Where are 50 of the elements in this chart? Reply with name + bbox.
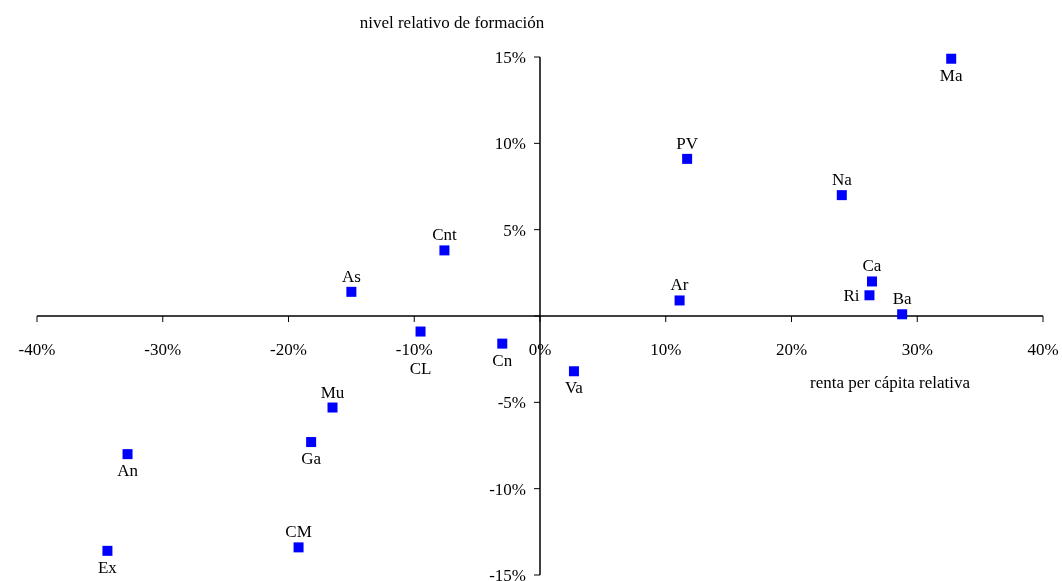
data-label: Cnt	[432, 225, 457, 245]
y-tick-label: -10%	[489, 479, 526, 499]
x-tick-label: -30%	[144, 340, 182, 359]
point	[836, 190, 847, 201]
data-label: Ga	[301, 449, 322, 469]
y-tick-label: -5%	[497, 393, 526, 413]
point	[866, 276, 877, 287]
point	[897, 309, 908, 320]
point	[682, 153, 693, 164]
data-label: Ba	[892, 289, 913, 309]
y-tick-label: 10%	[494, 134, 526, 154]
x-tick-label: -40%	[18, 340, 56, 359]
data-label: Cn	[492, 350, 513, 370]
data-label: An	[117, 461, 139, 481]
data-label: Va	[564, 378, 584, 398]
x-tick-label: 20%	[775, 340, 808, 359]
data-label: Ri	[843, 286, 860, 306]
x-tick-label: -20%	[270, 340, 307, 359]
data-label: Na	[831, 170, 853, 190]
x-tick-label: 40%	[1027, 340, 1059, 359]
point	[327, 402, 338, 413]
point	[864, 290, 875, 301]
point	[674, 295, 685, 306]
point	[122, 449, 133, 460]
point	[415, 326, 426, 337]
y-axis-title: nivel relativo de formación	[359, 13, 545, 32]
point	[497, 338, 508, 349]
x-tick-label: 30%	[901, 340, 933, 359]
y-tick-label: 15%	[494, 48, 526, 67]
point	[946, 53, 957, 64]
x-tick-label: 10%	[650, 340, 682, 359]
point	[439, 245, 450, 256]
data-label: PV	[676, 133, 699, 153]
data-label: CL	[409, 358, 432, 378]
data-label: Ca	[862, 256, 882, 276]
data-label: Ma	[939, 65, 963, 85]
point	[102, 545, 113, 556]
data-label: As	[341, 266, 361, 286]
x-axis-title: renta per cápita relativa	[810, 373, 971, 392]
data-label: CM	[285, 522, 312, 542]
data-label: Mu	[320, 382, 345, 402]
point	[306, 437, 317, 448]
data-label: Ex	[97, 557, 118, 577]
point	[346, 286, 357, 297]
point	[568, 366, 579, 377]
x-tick-label: -10%	[395, 340, 433, 359]
data-label: Ar	[670, 275, 689, 295]
point	[293, 542, 304, 553]
y-tick-label: 5%	[503, 220, 526, 240]
y-tick-label: -15%	[489, 566, 526, 581]
